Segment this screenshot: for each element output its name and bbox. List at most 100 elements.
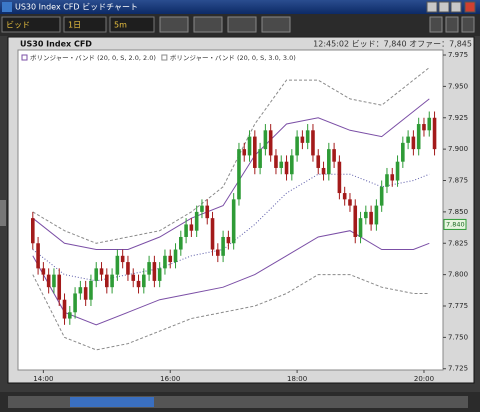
- candle-body: [263, 130, 268, 150]
- candle-body: [68, 312, 72, 319]
- title-bar: [0, 0, 480, 14]
- candle-body: [62, 299, 67, 319]
- candle-body: [226, 236, 231, 244]
- candle-body: [247, 136, 252, 156]
- legend-swatch: [21, 54, 28, 61]
- candle-body: [390, 174, 395, 181]
- period-dropdown[interactable]: [63, 16, 107, 33]
- candle-body: [115, 255, 120, 275]
- candle-body: [110, 274, 114, 288]
- interval-dropdown[interactable]: [109, 16, 155, 33]
- candle-body: [290, 155, 294, 175]
- candle-body: [78, 287, 83, 294]
- price-type: ビッド: [6, 21, 30, 30]
- draw-tool-button[interactable]: [159, 16, 189, 33]
- candle-body: [179, 236, 183, 250]
- candle-body: [31, 218, 35, 244]
- settings-button[interactable]: [461, 16, 475, 33]
- candle-body: [46, 274, 51, 288]
- candle-body: [200, 205, 204, 212]
- candle-body: [337, 161, 342, 194]
- x-tick-label: 18:00: [287, 375, 307, 383]
- period: 1日: [68, 21, 81, 30]
- y-tick-label: 7.900: [448, 145, 468, 153]
- chart: 7.725 7.750 7.775 7.800 7.825 7.850 7.875 7.900…: [21, 51, 468, 383]
- candle-body: [300, 136, 305, 143]
- app-icon: [2, 2, 12, 12]
- minimize-button[interactable]: [426, 1, 438, 13]
- candle-body: [268, 130, 273, 156]
- candle-body: [284, 161, 289, 175]
- alert-button[interactable]: [429, 16, 443, 33]
- candle-body: [369, 211, 373, 225]
- candle-body: [432, 117, 437, 150]
- candle-body: [83, 287, 88, 300]
- y-tick-label: 7.775: [448, 302, 468, 310]
- candle-body: [73, 293, 77, 313]
- candle-body: [152, 262, 157, 281]
- close-button[interactable]: [464, 1, 476, 13]
- candle-body: [327, 149, 331, 175]
- candle-body: [105, 274, 109, 288]
- candle-body: [411, 136, 416, 150]
- candle-body: [194, 211, 199, 231]
- candle-body: [253, 136, 257, 168]
- candle-body: [99, 268, 104, 275]
- interval: 5m: [114, 21, 127, 30]
- candle-body: [237, 149, 241, 200]
- candle-body: [147, 262, 151, 275]
- last-price-label: 7.840: [446, 220, 465, 228]
- candle-body: [142, 274, 146, 288]
- y-tick-label: 7.725: [448, 365, 468, 373]
- candle-body: [120, 255, 125, 263]
- candle-body: [173, 249, 178, 263]
- candle-body: [242, 149, 247, 156]
- side-handle[interactable]: [0, 200, 6, 226]
- price-type-dropdown[interactable]: [1, 16, 61, 33]
- chart-title: US30 Index CFD: [20, 40, 92, 49]
- candle-body: [279, 161, 284, 168]
- candle-body: [379, 186, 384, 206]
- candle-body: [401, 142, 405, 162]
- candle-body: [406, 136, 410, 143]
- chart-type-button[interactable]: [261, 16, 291, 33]
- candle-body: [364, 211, 368, 219]
- candle-body: [216, 249, 220, 256]
- candle-body: [221, 236, 225, 256]
- candle-body: [36, 243, 40, 269]
- band-lower: [32, 274, 430, 351]
- scroll-thumb[interactable]: [70, 397, 154, 407]
- candle-body: [353, 205, 358, 237]
- candle-body: [416, 124, 421, 150]
- line-tool-button[interactable]: [193, 16, 223, 33]
- restore-button[interactable]: [450, 1, 462, 13]
- window-title: US30 Index CFD ビッドチャート: [15, 3, 138, 12]
- candle-body: [427, 117, 432, 131]
- x-tick-label: 14:00: [33, 375, 53, 383]
- candle-body: [305, 130, 310, 143]
- candle-body: [342, 193, 347, 200]
- x-tick-label: 16:00: [160, 375, 180, 383]
- print-button[interactable]: [445, 16, 459, 33]
- quote: 12:45:02 ビッド：7,840 オファー：7,845: [313, 40, 472, 49]
- candle-body: [358, 218, 363, 237]
- y-tick-label: 7.850: [448, 208, 468, 216]
- y-tick-label: 7.950: [448, 82, 468, 90]
- x-tick-label: 20:00: [414, 375, 434, 383]
- candle-body: [274, 155, 278, 168]
- y-tick-label: 7.875: [448, 177, 468, 185]
- maximize-button[interactable]: [438, 1, 450, 13]
- candle-body: [163, 255, 167, 269]
- candle-body: [295, 136, 299, 156]
- y-tick-label: 7.825: [448, 239, 468, 247]
- candle-body: [231, 199, 236, 244]
- candle-body: [311, 130, 315, 156]
- candle-body: [157, 268, 162, 281]
- candle-body: [258, 149, 262, 168]
- candle-body: [385, 174, 389, 187]
- indicator-button[interactable]: [227, 16, 257, 33]
- y-tick-label: 7.750: [448, 333, 468, 341]
- legend-swatch: [161, 54, 168, 61]
